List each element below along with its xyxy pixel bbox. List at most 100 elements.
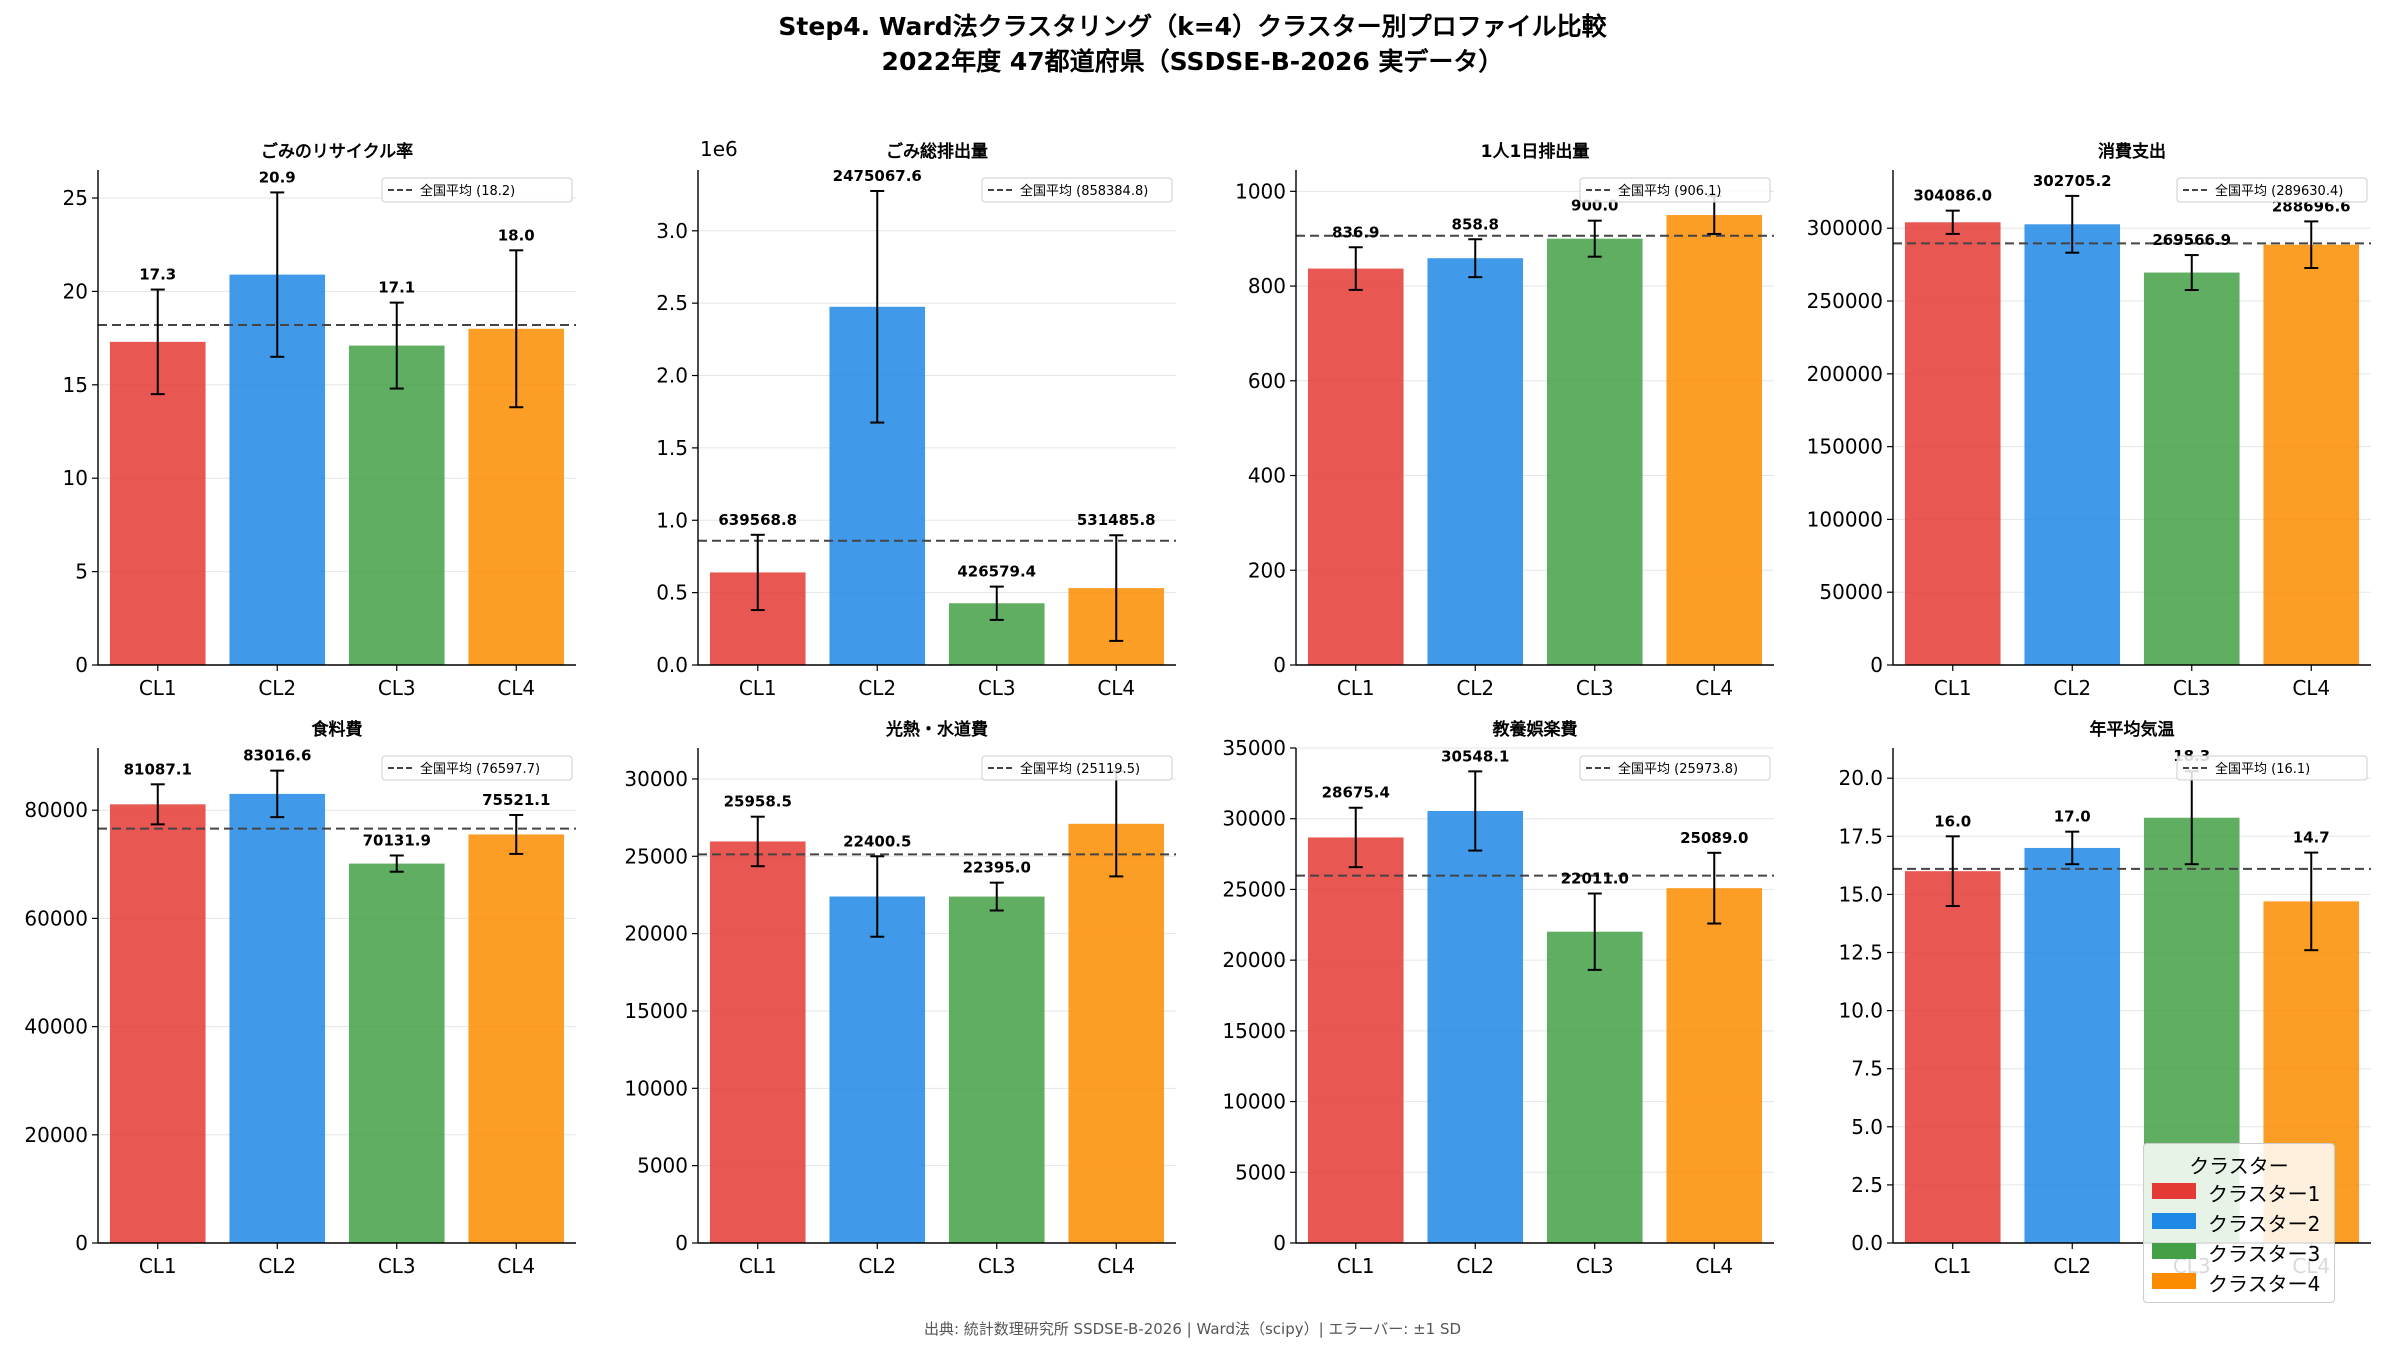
chart1-y-tick-label: 25: [63, 186, 88, 210]
chart8-reference-legend: [2176, 755, 2368, 781]
chart1-value-label: 20.9: [259, 168, 296, 186]
main-title-line1: Step4. Ward法クラスタリング（k=4）クラスター別プロファイル比較: [778, 12, 1607, 41]
chart2-x-tick-label: CL2: [858, 676, 896, 700]
chart7-bar-cl4: [1666, 888, 1763, 1243]
chart7-value-label: 30548.1: [1441, 747, 1509, 765]
chart3-x-tick-label: CL3: [1576, 676, 1614, 700]
chart4-y-tick-label: 200000: [1807, 362, 1883, 386]
chart8-y-tick-label: 17.5: [1838, 824, 1883, 848]
chart8-x-tick-label: CL2: [2053, 1254, 2091, 1278]
chart6-value-label: 22395.0: [963, 859, 1031, 877]
chart1-value-label: 18.0: [498, 226, 535, 244]
chart5-value-label: 75521.1: [482, 791, 550, 809]
chart5-title: 食料費: [312, 719, 363, 740]
chart5-y-tick-label: 40000: [24, 1015, 88, 1039]
chart7-x-tick-label: CL2: [1456, 1254, 1494, 1278]
chart3-reference-legend-label: 全国平均 (906.1): [1618, 183, 1722, 199]
legend-label-cluster3: クラスター3: [2208, 1242, 2321, 1266]
chart2-x-tick-label: CL1: [739, 676, 777, 700]
chart8-y-tick-label: 10.0: [1838, 999, 1883, 1023]
chart4-bar-cl1: [1904, 222, 2001, 665]
chart2-y-tick-label: 2.5: [656, 291, 688, 315]
chart2-y-tick-label: 1.0: [656, 508, 688, 532]
chart6-reference-legend: [981, 755, 1173, 781]
chart8-title: 年平均気温: [2090, 719, 2175, 740]
chart4-bar-cl3: [2143, 272, 2240, 665]
chart6-x-tick-label: CL4: [1097, 1254, 1135, 1278]
legend-label-cluster4: クラスター4: [2208, 1272, 2321, 1296]
chart3-bar-cl2: [1427, 258, 1524, 665]
legend-title: クラスター: [2189, 1154, 2289, 1178]
chart5-y-tick-label: 20000: [24, 1123, 88, 1147]
chart7-reference-legend-label: 全国平均 (25973.8): [1618, 761, 1738, 777]
chart8-reference-legend-label: 全国平均 (16.1): [2215, 761, 2310, 777]
chart7-y-tick-label: 0: [1273, 1231, 1286, 1255]
chart4-y-tick-label: 300000: [1807, 216, 1883, 240]
chart7-x-tick-label: CL3: [1576, 1254, 1614, 1278]
chart7-y-tick-label: 20000: [1222, 948, 1286, 972]
chart5-value-label: 83016.6: [243, 747, 311, 765]
chart7-y-tick-label: 15000: [1222, 1019, 1286, 1043]
chart3-reference-legend: [1579, 177, 1771, 203]
chart3-y-tick-label: 200: [1248, 558, 1286, 582]
chart1-y-tick-label: 5: [75, 560, 88, 584]
chart4-y-tick-label: 150000: [1807, 435, 1883, 459]
chart1-bar-cl3: [348, 345, 445, 665]
chart7-y-tick-label: 30000: [1222, 807, 1286, 831]
chart7-value-label: 22011.0: [1561, 870, 1629, 888]
chart4-bar-cl2: [2024, 224, 2121, 665]
chart3-bar-cl4: [1666, 215, 1763, 665]
chart5-y-tick-label: 0: [75, 1231, 88, 1255]
chart6-y-tick-label: 5000: [637, 1154, 688, 1178]
chart3-y-tick-label: 1000: [1235, 179, 1286, 203]
chart2-value-label: 531485.8: [1077, 511, 1156, 529]
chart5-x-tick-label: CL3: [378, 1254, 416, 1278]
chart4-bar-cl4: [2263, 244, 2360, 665]
chart5-bar-cl3: [348, 863, 445, 1243]
chart7-y-tick-label: 10000: [1222, 1090, 1286, 1114]
chart1-value-label: 17.3: [139, 266, 176, 284]
chart5-bar-cl2: [229, 793, 326, 1243]
chart6-bar-cl4: [1068, 823, 1165, 1243]
chart6-bar-cl3: [948, 896, 1045, 1243]
chart3-y-tick-label: 800: [1248, 274, 1286, 298]
chart7-y-tick-label: 25000: [1222, 877, 1286, 901]
chart6-y-tick-label: 10000: [624, 1076, 688, 1100]
chart4-y-tick-label: 100000: [1807, 507, 1883, 531]
chart6-x-tick-label: CL2: [858, 1254, 896, 1278]
chart4-reference-legend-label: 全国平均 (289630.4): [2215, 183, 2343, 199]
legend-label-cluster2: クラスター2: [2208, 1212, 2321, 1236]
chart6-value-label: 25958.5: [724, 793, 792, 811]
chart8-value-label: 14.7: [2293, 829, 2330, 847]
chart7-title: 教養娯楽費: [1492, 719, 1578, 740]
chart3-value-label: 836.9: [1332, 223, 1379, 241]
chart2-reference-legend-label: 全国平均 (858384.8): [1020, 183, 1148, 199]
chart7-value-label: 25089.0: [1680, 829, 1748, 847]
chart7-bar-cl1: [1307, 837, 1404, 1243]
chart4-x-tick-label: CL1: [1934, 676, 1972, 700]
chart3-x-tick-label: CL1: [1337, 676, 1375, 700]
chart6-y-tick-label: 30000: [624, 767, 688, 791]
chart8-bar-cl1: [1904, 871, 2001, 1243]
chart3-bar-cl3: [1546, 238, 1643, 665]
chart1-y-tick-label: 0: [75, 653, 88, 677]
legend: クラスター クラスター1 クラスター2 クラスター3 クラスター4: [2143, 1143, 2335, 1303]
chart1-x-tick-label: CL3: [378, 676, 416, 700]
chart2-y-tick-label: 3.0: [656, 219, 688, 243]
source-note: 出典: 統計数理研究所 SSDSE-B-2026 | Ward法（scipy）|…: [923, 1320, 1462, 1338]
legend-swatch-cluster3: [2152, 1243, 2196, 1259]
chart5-value-label: 70131.9: [363, 831, 431, 849]
chart1-y-tick-label: 15: [63, 373, 88, 397]
chart1-x-tick-label: CL2: [258, 676, 296, 700]
chart8-value-label: 16.0: [1934, 812, 1971, 830]
chart3-y-tick-label: 600: [1248, 369, 1286, 393]
chart1-title: ごみのリサイクル率: [261, 141, 413, 162]
chart4-y-tick-label: 250000: [1807, 289, 1883, 313]
chart4-value-label: 302705.2: [2033, 172, 2112, 190]
chart3-title: 1人1日排出量: [1481, 141, 1590, 162]
chart8-y-tick-label: 0.0: [1851, 1231, 1883, 1255]
chart8-y-tick-label: 12.5: [1838, 941, 1883, 965]
chart6-y-tick-label: 25000: [624, 844, 688, 868]
